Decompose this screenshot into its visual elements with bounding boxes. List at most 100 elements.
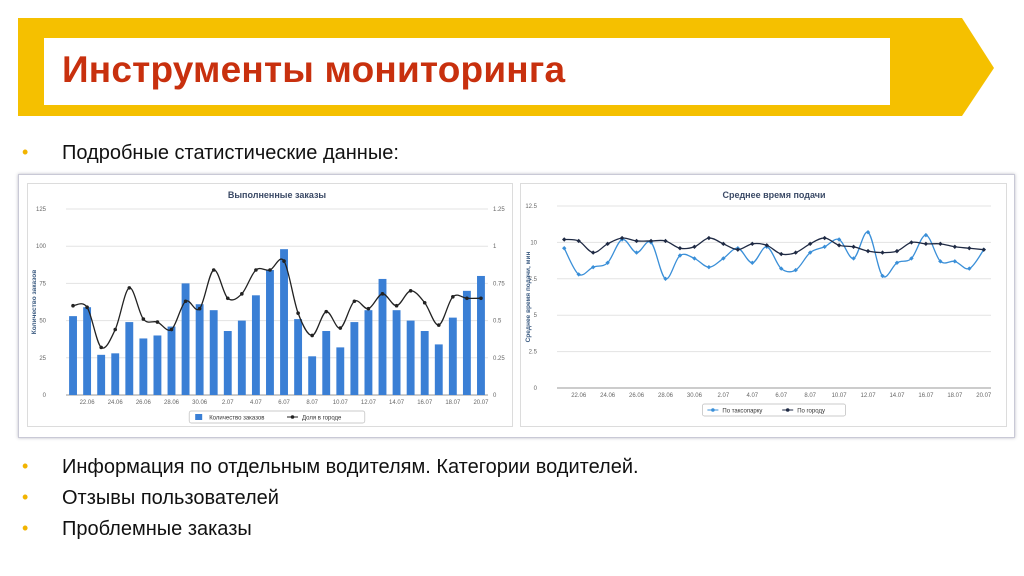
x-tick-label: 16.07 — [918, 393, 934, 399]
data-point — [706, 264, 712, 270]
bar — [69, 316, 77, 395]
chart-title: Выполненные заказы — [228, 190, 327, 200]
data-point — [952, 259, 958, 264]
y-tick-label: 25 — [39, 356, 46, 362]
legend-swatch-marker — [290, 415, 295, 419]
y2-tick-label: 1.25 — [493, 207, 505, 213]
data-point — [923, 232, 929, 238]
bullet-text: Проблемные заказы — [62, 518, 252, 540]
data-point — [865, 248, 871, 254]
legend-frame — [702, 403, 846, 417]
data-point — [706, 235, 712, 241]
orders-chart: Выполненные заказы 0 25 50 75 100 125 0 0.25 0.5 0… — [31, 190, 519, 424]
legend-label: Количество заказов — [209, 416, 264, 422]
y-axis-label: Среднее время подачи, мин — [525, 252, 532, 343]
data-point — [865, 230, 871, 235]
bar — [434, 344, 443, 395]
x-tick-label: 28.06 — [658, 393, 674, 399]
data-point — [155, 320, 160, 324]
x-tick-label: 24.06 — [600, 393, 616, 399]
data-point — [793, 250, 798, 255]
bar — [139, 338, 148, 395]
data-point — [254, 268, 258, 272]
y-tick-label: 50 — [39, 319, 46, 325]
data-point — [240, 292, 244, 296]
bar — [83, 307, 92, 395]
x-tick-label: 22.06 — [80, 400, 96, 406]
data-point — [663, 238, 668, 244]
data-point — [562, 237, 567, 242]
data-point — [479, 296, 483, 301]
data-point — [894, 248, 900, 254]
data-point — [663, 276, 668, 281]
bar — [448, 317, 457, 395]
data-point — [923, 241, 929, 247]
legend-swatch-marker — [785, 408, 790, 412]
data-point — [366, 306, 371, 311]
data-point — [324, 309, 329, 314]
bar — [364, 310, 373, 395]
bullet-text: Подробные статистические данные: — [62, 142, 399, 164]
x-tick-label: 2.07 — [718, 393, 730, 399]
page-title: Инструменты мониторинга — [62, 49, 566, 90]
bullet-dot-icon: • — [22, 487, 29, 507]
data-point — [909, 240, 914, 245]
data-point — [71, 303, 75, 308]
data-point — [880, 250, 885, 255]
x-tick-label: 10.07 — [333, 400, 349, 406]
y-tick-label: 125 — [36, 207, 47, 213]
data-point — [634, 238, 639, 244]
data-point — [590, 250, 596, 255]
x-tick-label: 8.07 — [804, 393, 816, 399]
title-box: Инструменты мониторинга — [44, 38, 890, 105]
data-point — [465, 296, 469, 301]
data-point — [99, 345, 103, 350]
x-tick-label: 16.07 — [417, 400, 433, 406]
bar — [322, 331, 331, 395]
bar — [223, 331, 232, 395]
data-point — [310, 333, 314, 338]
bar — [153, 335, 162, 395]
delivery-time-chart: Среднее время подачи 0 2.5 5 7.5 10 12.5 Средне… — [525, 190, 992, 417]
data-point — [127, 286, 132, 290]
data-point — [634, 250, 639, 255]
data-point — [183, 299, 188, 304]
data-point — [851, 244, 856, 249]
chart-legend: По таксопарку По городу — [702, 403, 846, 417]
data-point — [296, 311, 300, 315]
data-point — [764, 243, 769, 248]
bar — [237, 320, 246, 395]
bar — [167, 326, 176, 395]
legend-frame — [188, 410, 366, 424]
data-point — [880, 273, 885, 279]
chart-title: Среднее время подачи — [722, 190, 825, 200]
data-point — [909, 256, 914, 261]
bullet-dot-icon: • — [22, 518, 29, 538]
legend-label: Доля в городе — [302, 416, 342, 422]
y-tick-label: 12.5 — [525, 204, 537, 210]
y-tick-label: 5 — [534, 313, 538, 319]
bar — [392, 310, 401, 395]
bar — [477, 275, 485, 395]
bullet-dot-icon: • — [22, 142, 29, 162]
x-tick-label: 18.07 — [947, 393, 963, 399]
bar — [195, 304, 204, 395]
bar — [181, 283, 190, 395]
data-point — [113, 327, 118, 332]
y2-tick-label: 0 — [493, 393, 497, 399]
x-tick-label: 26.06 — [629, 393, 645, 399]
bar — [336, 347, 345, 395]
x-tick-label: 20.07 — [976, 393, 992, 399]
y-tick-label: 7.5 — [529, 277, 538, 283]
data-point — [851, 256, 856, 261]
orders-chart-container: Выполненные заказы 0 25 50 75 100 125 0 0.25 0.5 0… — [27, 183, 519, 427]
data-point — [677, 246, 683, 251]
title-banner: Инструменты мониторинга — [0, 0, 1024, 120]
bar — [406, 320, 415, 395]
y-tick-label: 100 — [36, 244, 47, 250]
bullet-text: Отзывы пользователей — [62, 487, 279, 509]
data-point — [436, 323, 441, 327]
data-point — [338, 326, 343, 330]
data-point — [422, 300, 427, 305]
x-tick-label: 14.07 — [889, 393, 905, 399]
